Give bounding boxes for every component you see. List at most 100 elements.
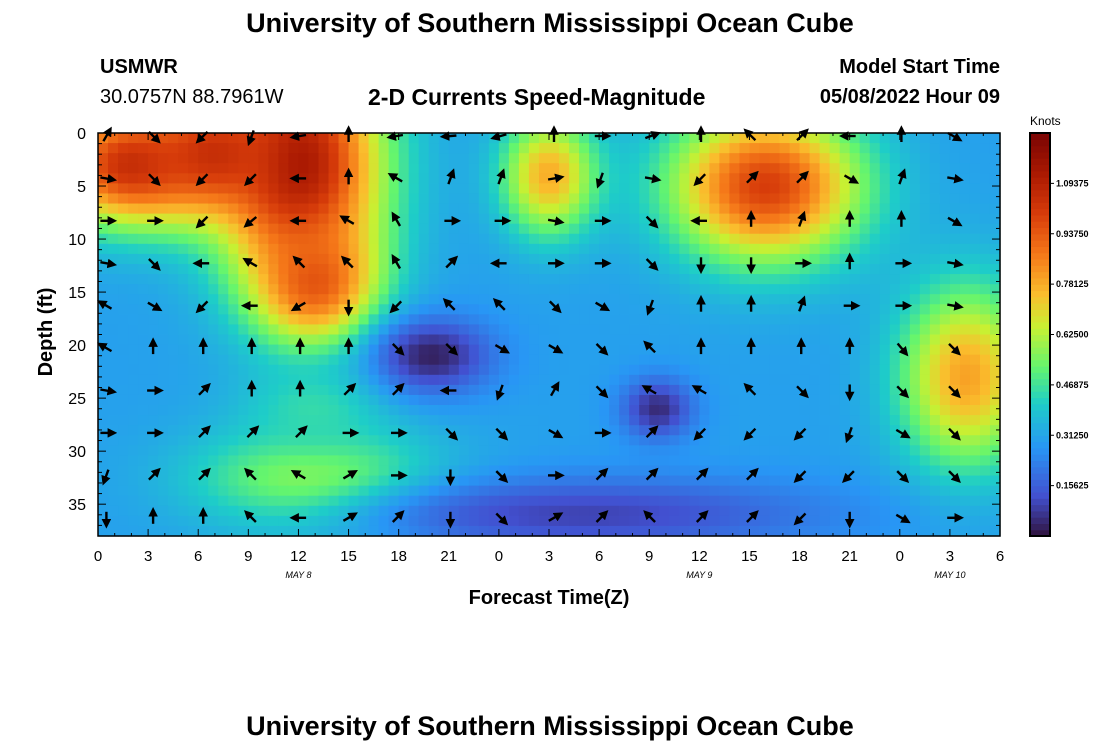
heatmap-cell xyxy=(659,263,670,275)
heatmap-cell xyxy=(759,274,771,285)
heatmap-cell xyxy=(549,263,560,275)
heatmap-cell xyxy=(989,163,1001,174)
heatmap-cell xyxy=(839,314,851,326)
heatmap-cell xyxy=(739,394,751,406)
heatmap-cell xyxy=(619,475,630,487)
heatmap-cell xyxy=(158,475,169,487)
heatmap-cell xyxy=(478,485,490,497)
heatmap-cell xyxy=(799,455,811,467)
heatmap-cell xyxy=(468,475,480,487)
heatmap-cell xyxy=(508,445,520,456)
heatmap-cell xyxy=(268,334,279,346)
heatmap-cell xyxy=(198,203,209,215)
heatmap-cell xyxy=(138,193,149,205)
heatmap-cell xyxy=(478,253,490,265)
heatmap-cell xyxy=(188,284,199,295)
heatmap-cell xyxy=(779,253,791,265)
heatmap-cell xyxy=(559,263,570,275)
heatmap-cell xyxy=(538,233,550,245)
heatmap-cell xyxy=(609,133,620,144)
heatmap-cell xyxy=(589,354,600,366)
heatmap-cell xyxy=(819,223,831,235)
heatmap-cell xyxy=(348,203,360,215)
heatmap-cell xyxy=(378,425,390,436)
heatmap-cell xyxy=(669,304,680,315)
heatmap-cell xyxy=(148,364,159,376)
heatmap-cell xyxy=(308,475,320,487)
heatmap-cell xyxy=(889,304,901,315)
heatmap-cell xyxy=(118,284,129,295)
heatmap-cell xyxy=(338,243,350,255)
heatmap-cell xyxy=(849,223,861,235)
heatmap-cell xyxy=(909,304,921,315)
heatmap-cell xyxy=(98,415,109,426)
heatmap-cell xyxy=(268,495,279,507)
heatmap-cell xyxy=(128,153,139,164)
heatmap-cell xyxy=(939,384,951,396)
heatmap-cell xyxy=(488,183,500,195)
heatmap-cell xyxy=(208,525,219,537)
heatmap-cell xyxy=(729,394,741,406)
heatmap-cell xyxy=(899,475,911,487)
heatmap-cell xyxy=(218,223,229,235)
heatmap-cell xyxy=(418,133,430,144)
heatmap-cell xyxy=(248,253,259,265)
heatmap-cell xyxy=(288,193,300,205)
heatmap-cell xyxy=(358,193,370,205)
heatmap-cell xyxy=(819,294,831,305)
heatmap-cell xyxy=(318,304,330,315)
heatmap-cell xyxy=(929,485,941,497)
colorbar-segment xyxy=(1030,158,1050,166)
heatmap-cell xyxy=(679,505,690,517)
heatmap-cell xyxy=(538,334,550,346)
heatmap-cell xyxy=(909,475,921,487)
heatmap-cell xyxy=(969,394,981,406)
heatmap-cell xyxy=(729,243,741,255)
heatmap-cell xyxy=(518,233,530,245)
heatmap-cell xyxy=(849,163,861,174)
heatmap-cell xyxy=(308,405,320,416)
heatmap-cell xyxy=(228,183,239,195)
heatmap-cell xyxy=(739,445,751,456)
heatmap-cell xyxy=(208,203,219,215)
heatmap-cell xyxy=(278,203,290,215)
heatmap-cell xyxy=(749,143,761,154)
heatmap-cell xyxy=(879,183,891,195)
heatmap-cell xyxy=(859,223,871,235)
heatmap-cell xyxy=(238,263,249,275)
heatmap-cell xyxy=(649,223,660,235)
heatmap-cell xyxy=(859,193,871,205)
heatmap-cell xyxy=(629,425,640,436)
heatmap-cell xyxy=(278,274,290,285)
heatmap-cell xyxy=(518,143,530,154)
colorbar-segment xyxy=(1030,397,1050,405)
heatmap-cell xyxy=(308,505,320,517)
heatmap-cell xyxy=(238,405,249,416)
heatmap-cell xyxy=(538,495,550,507)
heatmap-cell xyxy=(468,253,480,265)
heatmap-cell xyxy=(408,364,420,376)
heatmap-cell xyxy=(238,374,249,386)
current-arrow xyxy=(947,301,964,311)
heatmap-cell xyxy=(609,173,620,184)
heatmap-cell xyxy=(849,445,861,456)
heatmap-cell xyxy=(919,394,931,406)
heatmap-cell xyxy=(188,435,199,446)
heatmap-cell xyxy=(949,354,961,366)
colorbar-segment xyxy=(1030,378,1050,386)
heatmap-cell xyxy=(649,445,660,456)
heatmap-cell xyxy=(248,485,259,497)
heatmap-cell xyxy=(679,274,690,285)
heatmap-cell xyxy=(559,344,570,356)
heatmap-cell xyxy=(749,384,761,396)
heatmap-cell xyxy=(448,213,460,225)
heatmap-cell xyxy=(909,465,921,477)
heatmap-cell xyxy=(148,223,159,235)
heatmap-cell xyxy=(98,153,109,164)
heatmap-cell xyxy=(398,173,410,184)
current-arrow xyxy=(97,300,113,310)
heatmap-cell xyxy=(619,384,630,396)
heatmap-cell xyxy=(979,253,991,265)
heatmap-cell xyxy=(719,193,730,205)
heatmap-cell xyxy=(849,405,861,416)
